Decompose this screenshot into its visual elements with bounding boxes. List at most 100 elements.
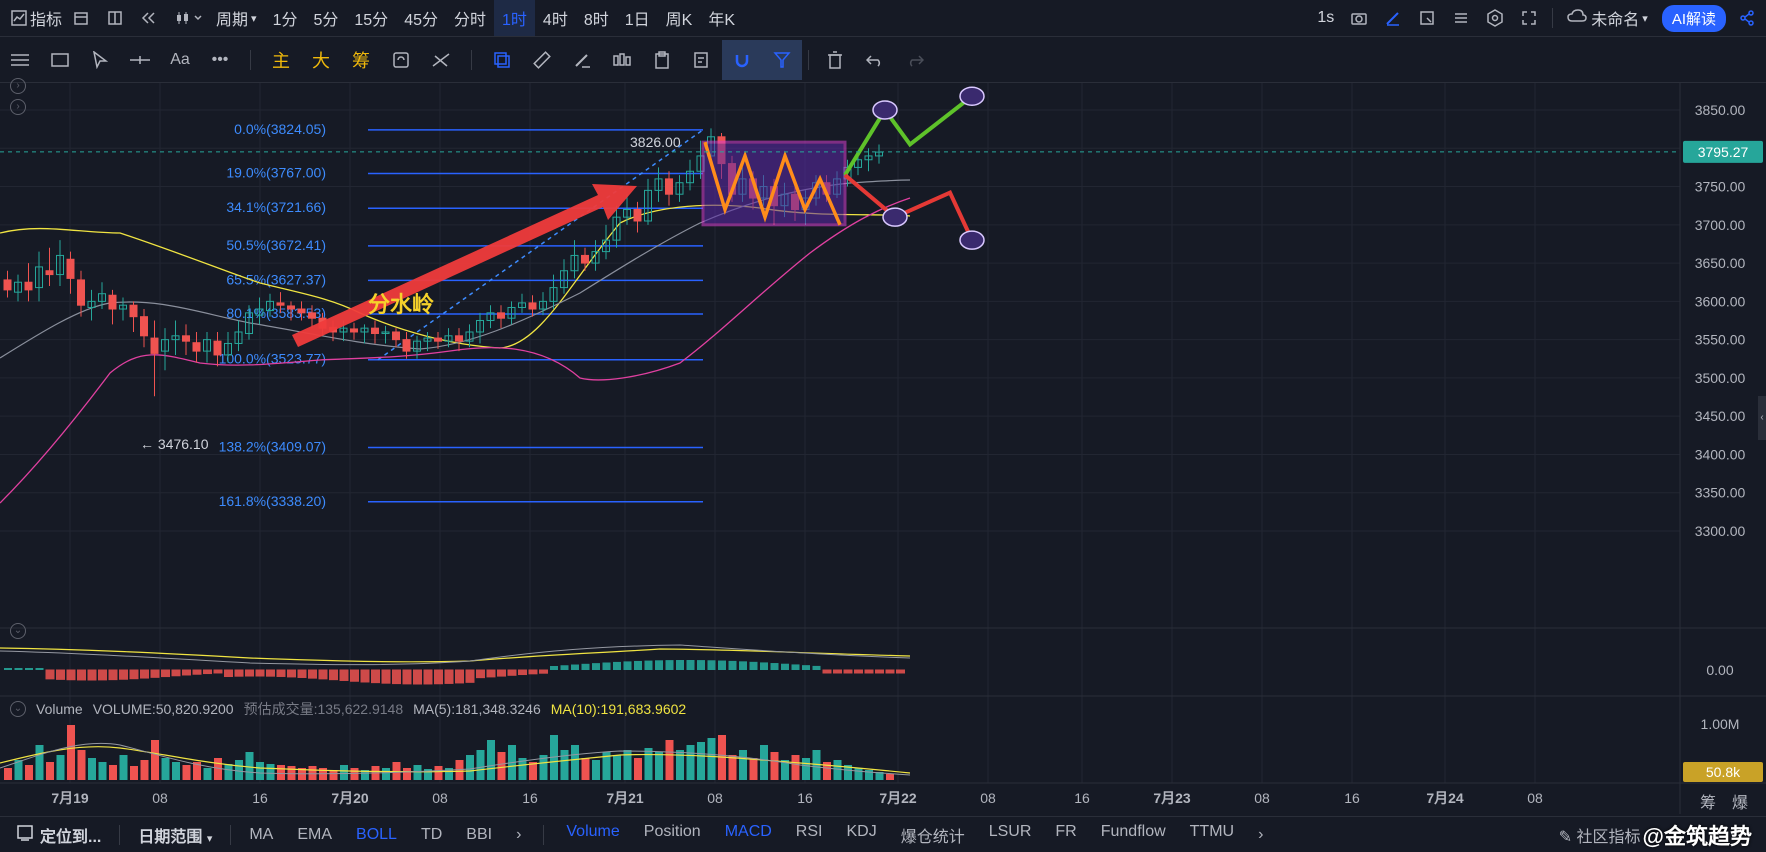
liquidation-side-label[interactable]: 爆: [1732, 795, 1749, 812]
main-force-tool[interactable]: 主: [272, 50, 290, 71]
bearish-projection[interactable]: [843, 173, 974, 241]
candle-body[interactable]: [381, 331, 390, 335]
trash-icon[interactable]: [815, 40, 855, 80]
bullish-projection[interactable]: [843, 94, 974, 177]
menu-icon[interactable]: [0, 40, 40, 80]
layout-grid-icon[interactable]: [104, 7, 126, 29]
main-indicator-boll[interactable]: BOLL: [356, 825, 397, 843]
big-order-tool[interactable]: 大: [312, 50, 330, 71]
clipboard-icon[interactable]: [642, 40, 682, 80]
ruler-icon[interactable]: [522, 40, 562, 80]
main-indicator-ema[interactable]: EMA: [297, 825, 333, 843]
measure-icon[interactable]: [421, 40, 461, 80]
candle-body[interactable]: [644, 189, 652, 222]
side-panel-toggle[interactable]: ‹: [1758, 396, 1766, 440]
zigzag-pattern[interactable]: [703, 141, 842, 226]
interval-0[interactable]: 1分: [272, 12, 298, 29]
candle-body[interactable]: [854, 159, 862, 168]
candle-body[interactable]: [528, 302, 537, 310]
candle-body[interactable]: [66, 258, 75, 279]
layers-icon[interactable]: [482, 40, 522, 80]
candle-body[interactable]: [623, 209, 631, 218]
target-circle-3[interactable]: [959, 230, 985, 250]
sub-indicator-6[interactable]: LSUR: [988, 822, 1032, 840]
indicator-button[interactable]: 指标: [0, 0, 70, 36]
interval-6[interactable]: 4时: [542, 12, 568, 29]
refresh-speed[interactable]: 1s: [1317, 9, 1335, 26]
share-icon[interactable]: [1736, 7, 1758, 29]
sub-indicator-9[interactable]: TTMU: [1189, 822, 1235, 840]
price-chart[interactable]: 0.0%(3824.05) 19.0%(3767.00) 34.1%(3721.66…: [0, 83, 1766, 814]
candle-body[interactable]: [549, 287, 558, 302]
candle-body[interactable]: [350, 328, 358, 333]
chevron-down-icon[interactable]: ⌄: [10, 701, 26, 717]
candle-body[interactable]: [465, 331, 474, 342]
candle-body[interactable]: [234, 331, 243, 344]
main-indicator-td[interactable]: TD: [420, 825, 443, 843]
candle-body[interactable]: [602, 239, 610, 253]
filter-icon[interactable]: [762, 39, 802, 80]
rewind-icon[interactable]: [138, 7, 160, 29]
magnet-icon[interactable]: [722, 39, 762, 80]
sub-indicator-1[interactable]: Position: [643, 822, 701, 840]
candle-body[interactable]: [539, 300, 547, 310]
interval-1[interactable]: 5分: [313, 12, 339, 29]
candle-body[interactable]: [203, 339, 211, 352]
candle-body[interactable]: [14, 281, 22, 293]
candle-body[interactable]: [444, 335, 453, 342]
candle-body[interactable]: [654, 178, 663, 191]
candle-body[interactable]: [864, 155, 873, 161]
candle-body[interactable]: [339, 327, 348, 333]
candle-body[interactable]: [98, 293, 106, 302]
layout-name-dropdown[interactable]: 未命名 ▾: [1559, 0, 1656, 36]
candle-body[interactable]: [476, 320, 484, 333]
candle-body[interactable]: [434, 337, 442, 342]
candle-body[interactable]: [266, 300, 274, 312]
candle-bars-icon[interactable]: [602, 40, 642, 80]
candle-body[interactable]: [581, 254, 589, 264]
candle-body[interactable]: [119, 304, 127, 310]
interval-10[interactable]: 年K: [708, 12, 736, 29]
candle-body[interactable]: [140, 316, 148, 337]
ai-interpret-button[interactable]: AI解读: [1661, 4, 1726, 32]
candle-body[interactable]: [875, 151, 883, 157]
candle-body[interactable]: [56, 254, 64, 276]
community-indicator-button[interactable]: ✎ 社区指标: [1547, 823, 1643, 847]
calendar-icon[interactable]: [70, 7, 92, 29]
period-dropdown[interactable]: 周期 ▾: [208, 0, 265, 36]
candle-body[interactable]: [308, 312, 316, 319]
candle-body[interactable]: [171, 335, 180, 341]
candle-body[interactable]: [3, 279, 12, 291]
candle-body[interactable]: [150, 337, 159, 354]
candlestick-type-icon[interactable]: [172, 7, 208, 29]
sub-indicator-4[interactable]: KDJ: [846, 822, 877, 840]
candle-body[interactable]: [665, 178, 673, 195]
target-circle-0[interactable]: [872, 100, 898, 120]
candle-body[interactable]: [423, 337, 432, 342]
candle-body[interactable]: [560, 270, 568, 289]
trend-arrow[interactable]: [292, 184, 637, 347]
chip-side-label[interactable]: 筹: [1700, 795, 1717, 812]
candle-body[interactable]: [371, 327, 379, 335]
interval-7[interactable]: 8时: [583, 12, 609, 29]
candle-body[interactable]: [24, 281, 33, 291]
main-indicator-bbi[interactable]: BBI: [466, 825, 493, 843]
pen-icon[interactable]: [1382, 7, 1404, 29]
target-circle-2[interactable]: [882, 207, 908, 227]
collapse-toggle-icon[interactable]: ⌄: [10, 623, 26, 639]
candle-body[interactable]: [591, 251, 600, 264]
candle-body[interactable]: [129, 304, 138, 318]
more-tools[interactable]: •••: [211, 50, 229, 68]
candle-body[interactable]: [455, 335, 463, 342]
candle-body[interactable]: [287, 305, 295, 310]
candle-body[interactable]: [87, 300, 96, 308]
sub-indicator-0[interactable]: Volume: [566, 822, 620, 840]
date-range-dropdown[interactable]: 日期范围 ▾: [126, 823, 224, 847]
settings-icon[interactable]: [1484, 7, 1506, 29]
candle-body[interactable]: [413, 340, 421, 352]
interval-3[interactable]: 45分: [404, 12, 438, 29]
candle-body[interactable]: [182, 335, 190, 342]
consolidation-box[interactable]: [701, 140, 847, 227]
candle-body[interactable]: [192, 342, 201, 352]
interval-9[interactable]: 周K: [665, 12, 693, 29]
